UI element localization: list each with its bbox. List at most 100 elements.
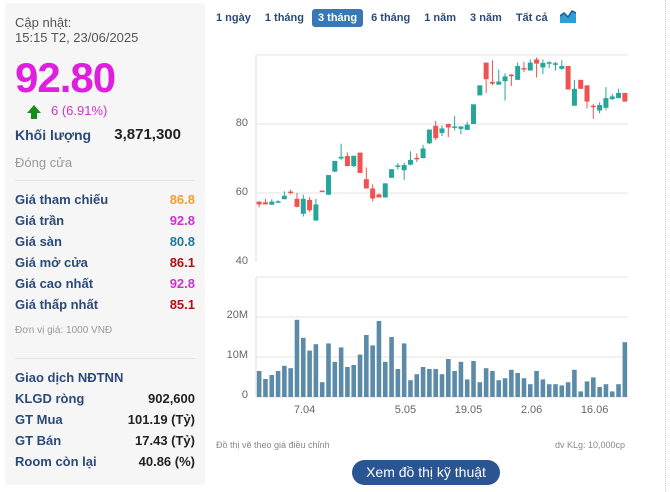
volume-bar — [338, 347, 344, 397]
volume-bar — [553, 384, 558, 397]
current-price: 92.80 — [15, 54, 116, 101]
volume-bar — [332, 361, 338, 397]
price-unit: Đơn vị giá: 1000 VNĐ — [15, 325, 113, 336]
volume-bar — [515, 373, 520, 397]
volume-bar — [389, 337, 394, 397]
price-row: Giá trần 92.8 — [15, 210, 195, 231]
foreign-value: 101.19 (Tỷ) — [127, 412, 195, 427]
volume-bar — [603, 384, 609, 397]
volume-bar — [471, 361, 476, 397]
volume-bar — [439, 374, 445, 397]
volume-bar — [300, 337, 306, 397]
candle — [376, 193, 382, 198]
price-value: 86.8 — [169, 192, 195, 207]
volume-bar — [408, 380, 413, 397]
foreign-row: KLGD ròng 902,600 — [15, 388, 195, 409]
candle — [496, 69, 502, 85]
price-label: Giá cao nhất — [15, 276, 94, 291]
tab-range[interactable]: 1 ngày — [216, 12, 251, 24]
date-tick-label: 16.06 — [580, 404, 609, 416]
foreign-value: 902,600 — [148, 391, 195, 406]
update-label: Cập nhật: — [15, 15, 72, 30]
volume-tick-label: 10M — [226, 349, 248, 361]
price-row: Giá thấp nhất 85.1 — [15, 294, 195, 315]
update-time: 15:15 T2, 23/06/2025 — [15, 30, 139, 45]
volume-bar — [559, 385, 565, 397]
volume-bar — [414, 374, 420, 397]
candle — [262, 198, 268, 205]
candle — [370, 184, 376, 202]
candle — [256, 201, 262, 208]
candle — [464, 121, 470, 130]
price-tick-label: 60 — [235, 186, 248, 198]
price-label: Giá mở cửa — [15, 255, 88, 270]
candle — [300, 194, 306, 217]
candle — [603, 87, 609, 111]
foreign-value: 17.43 (Tỷ) — [135, 433, 195, 448]
volume-bar — [307, 350, 312, 397]
volume-bar — [534, 371, 539, 397]
volume-bar — [502, 378, 508, 397]
candle — [515, 62, 521, 80]
tab-range[interactable]: 3 tháng — [311, 9, 364, 27]
candle — [559, 60, 565, 70]
candle — [281, 191, 287, 200]
tab-range[interactable]: Tất cả — [515, 12, 548, 24]
price-value: 80.8 — [169, 234, 195, 249]
volume-bar — [464, 379, 470, 397]
candle — [471, 104, 477, 124]
volume-bar — [509, 369, 514, 397]
candle — [275, 200, 281, 203]
volume-bar — [565, 382, 571, 397]
candle — [433, 120, 439, 141]
candle — [571, 79, 577, 106]
candle — [622, 92, 628, 102]
tab-range[interactable]: 6 tháng — [371, 12, 411, 24]
price-tick-label: 80 — [235, 117, 248, 129]
candle — [307, 197, 313, 212]
tab-range[interactable]: 3 năm — [470, 12, 502, 24]
footer-note: Đồ thị vẽ theo giá điều chỉnh — [216, 440, 330, 450]
volume-bar — [597, 387, 602, 397]
candle — [540, 59, 546, 74]
candle — [477, 85, 483, 96]
price-row: Giá cao nhất 92.8 — [15, 273, 195, 294]
area-chart-icon[interactable] — [559, 9, 576, 23]
candle — [483, 62, 489, 93]
price-value: 85.1 — [169, 297, 195, 312]
candle — [552, 61, 558, 71]
candle — [382, 183, 388, 198]
candle — [521, 61, 527, 73]
divider — [15, 180, 195, 181]
candle — [445, 123, 451, 138]
candle — [313, 198, 319, 221]
volume-bar — [256, 371, 262, 397]
volume-bar — [313, 344, 319, 397]
volume-bar — [622, 342, 628, 397]
tab-range[interactable]: 1 năm — [424, 12, 457, 24]
divider — [15, 358, 195, 359]
time-range-tabs: 1 ngày 1 tháng 3 tháng 6 tháng 1 năm 3 năm Tất… — [210, 9, 576, 27]
session-status: Đóng cửa — [15, 155, 73, 170]
volume-bar — [496, 380, 502, 397]
price-value: 86.1 — [169, 255, 195, 270]
candle — [395, 162, 401, 170]
candle — [527, 59, 533, 71]
volume-bar — [521, 378, 527, 397]
volume-value: 3,871,300 — [114, 126, 181, 143]
candle — [452, 116, 458, 131]
candle — [439, 125, 445, 137]
technical-chart-button[interactable]: Xem đồ thị kỹ thuật — [352, 460, 500, 485]
volume-bar — [477, 382, 483, 397]
candle — [344, 152, 350, 167]
candle — [508, 73, 514, 87]
foreign-value: 40.86 (%) — [138, 454, 195, 469]
arrow-up-icon — [27, 104, 41, 119]
volume-bar — [427, 369, 432, 397]
volume-bar — [364, 335, 369, 397]
tab-range[interactable]: 1 tháng — [264, 12, 304, 24]
volume-bar — [370, 345, 375, 397]
candle — [502, 73, 508, 101]
candle — [578, 79, 584, 89]
volume-bar — [452, 371, 457, 397]
